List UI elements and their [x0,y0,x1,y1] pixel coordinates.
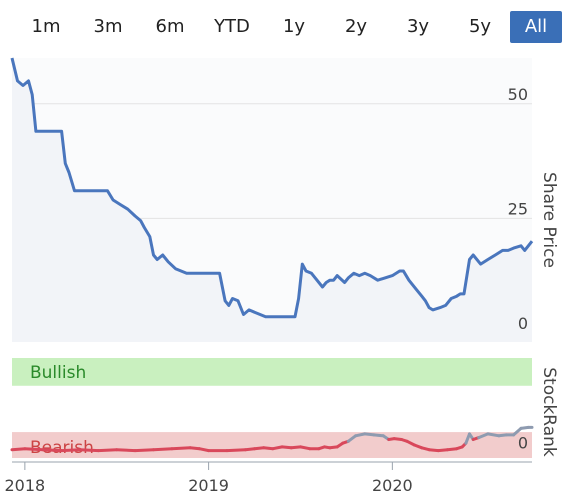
price-y-tick-labels: 0 25 50 [508,85,528,333]
rank-series-lines [10,425,534,453]
rank-series-segment [299,445,312,451]
bullish-zone-label: Bullish [30,363,86,383]
rank-series-segment [436,448,449,453]
rank-series-segment [280,445,293,450]
bearish-zone [12,432,532,458]
bullish-zone [12,358,532,386]
price-y-tick-label: 50 [508,85,528,104]
rank-series-segment [78,448,100,453]
rank-series-segment [512,426,523,437]
rank-y-tick-labels: 0 [518,434,528,453]
rank-series-segment [197,447,211,453]
rank-series-segment [41,448,64,453]
range-button-all[interactable]: All [510,11,562,43]
rank-y-tick-label: 0 [518,434,528,453]
range-selector: 1m 3m 6m YTD 1y 2y 3y 5y All [0,0,575,54]
rank-series-segment [170,446,192,451]
range-button-1y[interactable]: 1y [282,16,306,37]
rank-series-segment [346,434,358,443]
price-y-tick-label: 0 [518,314,528,333]
x-tick-label: 2019 [188,476,229,495]
range-button-3y[interactable]: 3y [406,16,430,37]
rank-series-segment [253,446,266,451]
range-button-2y[interactable]: 2y [344,16,368,37]
rank-series-segment [10,447,27,452]
rank-series-segment [188,446,201,451]
rank-series-segment [152,447,174,452]
range-button-ytd[interactable]: YTD [214,16,250,37]
stockrank-panel: Bullish Bearish 0 StockRank [10,358,559,458]
rank-series-segment [477,432,490,440]
x-tick-label: 2018 [5,476,46,495]
rank-series-segment [427,448,440,453]
rank-y-axis-title: StockRank [539,367,559,457]
rank-series-segment [486,432,501,438]
range-button-5y[interactable]: 5y [468,16,492,37]
rank-series-segment [243,447,256,452]
rank-series-segment [372,433,385,438]
x-tick-label: 2020 [372,476,413,495]
range-button-1m[interactable]: 1m [31,16,61,37]
share-price-panel: 0 25 50 Share Price [10,57,559,342]
rank-series-segment [115,448,137,453]
rank-series-segment [96,448,119,453]
bearish-zone-label: Bearish [30,438,94,458]
price-series-line [10,57,534,319]
rank-series-segment [133,448,155,453]
rank-series-segment [289,445,302,450]
rank-series-segment [354,432,367,438]
rank-series-segment [60,448,82,453]
rank-series-segment [271,445,284,451]
range-button-6m[interactable]: 6m [155,16,185,37]
rank-series-segment [262,446,275,451]
price-y-tick-label: 25 [508,199,528,218]
rank-series-segment [363,432,376,437]
rank-series-segment [446,447,459,452]
rank-series-segment [23,447,45,452]
range-button-3m[interactable]: 3m [93,16,123,37]
rank-series-segment [225,448,247,453]
x-axis: 2018 2019 2020 [5,461,532,495]
price-y-axis-title: Share Price [539,172,559,268]
